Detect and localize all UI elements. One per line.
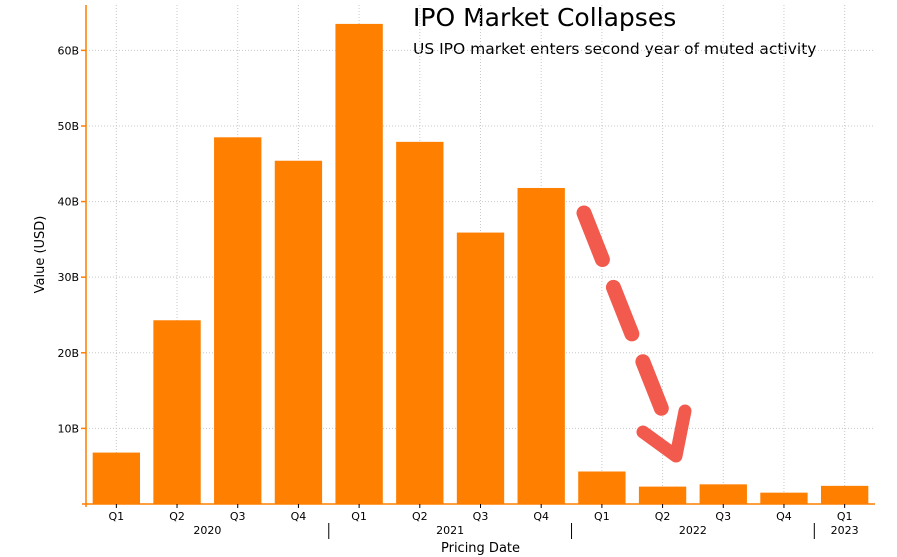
x-year-label: 2023 xyxy=(831,524,859,537)
bar xyxy=(153,320,201,504)
bar xyxy=(638,486,687,504)
bar xyxy=(274,160,323,505)
x-tick-label: Q3 xyxy=(230,510,246,523)
x-tick-label: Q3 xyxy=(473,510,489,523)
x-tick-label: Q1 xyxy=(594,510,610,523)
bar xyxy=(396,141,444,504)
bar xyxy=(335,23,383,504)
bar xyxy=(578,471,626,504)
x-tick-label: Q4 xyxy=(291,510,307,523)
y-tick-label: 10B xyxy=(57,422,79,435)
y-tick-label: 30B xyxy=(57,271,79,284)
x-tick-label: Q2 xyxy=(412,510,428,523)
trend-arrow-head xyxy=(636,404,692,463)
bar xyxy=(214,137,262,504)
bar xyxy=(820,485,869,504)
x-tick-label: Q4 xyxy=(533,510,549,523)
bar xyxy=(760,492,808,504)
chart-title: IPO Market Collapses xyxy=(413,3,677,32)
x-year-label: 2020 xyxy=(193,524,221,537)
y-axis-label: Value (USD) xyxy=(33,216,48,294)
chart-subtitle: US IPO market enters second year of mute… xyxy=(413,40,817,58)
bar xyxy=(699,484,747,504)
x-year-label: 2022 xyxy=(679,524,707,537)
trend-arrow xyxy=(576,205,692,463)
y-tick-label: 60B xyxy=(57,44,79,57)
x-tick-label: Q1 xyxy=(109,510,125,523)
x-axis-label: Pricing Date xyxy=(441,541,520,556)
bar xyxy=(517,187,565,504)
x-tick-label: Q1 xyxy=(351,510,367,523)
x-tick-label: Q4 xyxy=(776,510,792,523)
x-tick-label: Q2 xyxy=(655,510,671,523)
y-tick-label: 50B xyxy=(57,120,79,133)
bar xyxy=(456,232,505,504)
x-tick-label: Q3 xyxy=(715,510,731,523)
trend-arrow-shaft xyxy=(576,205,670,418)
x-tick-label: Q1 xyxy=(837,510,853,523)
y-tick-label: 40B xyxy=(57,196,79,209)
y-tick-label: 20B xyxy=(57,347,79,360)
x-year-label: 2021 xyxy=(436,524,464,537)
x-tick-label: Q2 xyxy=(169,510,185,523)
bar xyxy=(92,452,141,504)
